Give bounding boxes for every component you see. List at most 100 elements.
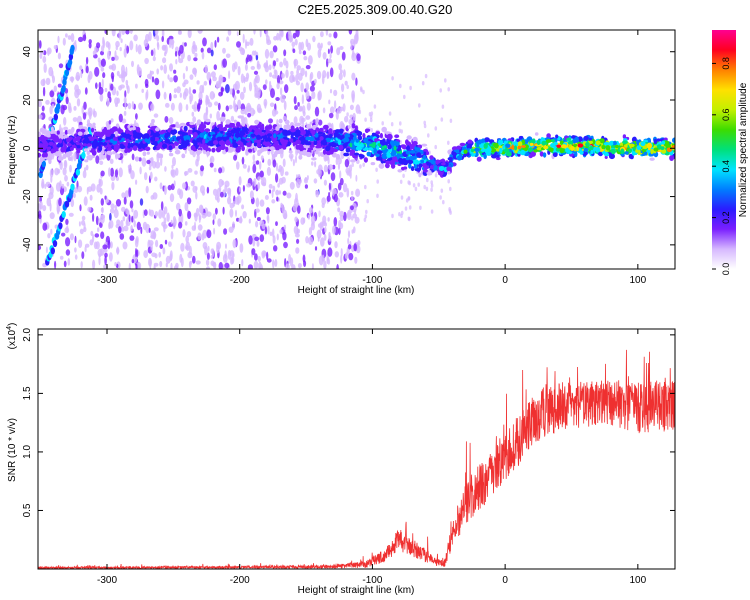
noise-cell: [133, 220, 136, 228]
ridge-cell: [476, 144, 480, 148]
ridge-cell: [317, 131, 323, 135]
ridge-cell: [521, 145, 526, 148]
noise-cell: [174, 50, 178, 57]
ridge-cell: [97, 137, 103, 142]
noise-cell: [74, 235, 77, 244]
noise-cell: [289, 74, 295, 83]
noise-cell: [49, 212, 55, 220]
noise-cell: [53, 45, 58, 50]
noise-cell: [182, 182, 187, 190]
noise-cell: [353, 226, 356, 234]
ridge-cell: [102, 128, 106, 133]
ridge-cell: [494, 142, 499, 149]
noise-cell: [63, 260, 67, 268]
ridge-cell: [288, 141, 292, 145]
ridge-cell: [267, 124, 273, 130]
ridge-cell: [298, 143, 304, 150]
noise-cell: [180, 257, 184, 268]
noise-cell: [228, 104, 233, 110]
noise-cell: [111, 30, 116, 37]
y-tick-label: 2.0: [22, 327, 33, 341]
noise-cell: [173, 75, 178, 83]
ridge-cell: [288, 138, 294, 142]
ridge-cell: [48, 141, 54, 146]
noise-cell: [271, 108, 277, 117]
ridge-cell: [190, 145, 195, 151]
ridge-cell: [378, 163, 385, 169]
ridge-cell: [275, 126, 280, 131]
noise-cell: [290, 70, 294, 76]
noise-cell: [38, 114, 43, 120]
noise-cell: [101, 45, 105, 52]
noise-cell: [45, 246, 48, 254]
noise-cell: [135, 247, 137, 258]
noise-cell: [282, 231, 287, 241]
ridge-cell: [358, 136, 362, 141]
noise-cell: [262, 84, 267, 90]
noise-cell: [210, 155, 215, 163]
noise-cell: [294, 233, 300, 238]
noise-cell: [114, 55, 119, 61]
noise-cell: [300, 41, 305, 51]
ridge-cell: [487, 147, 492, 153]
noise-cell: [187, 30, 192, 39]
noise-cell: [248, 235, 253, 245]
ridge-cell: [517, 145, 522, 150]
ridge-cell: [221, 140, 226, 146]
noise-cell: [53, 85, 57, 93]
noise-cell: [209, 162, 214, 168]
ridge-cell: [42, 144, 46, 148]
ridge-cell: [142, 151, 147, 157]
ridge-cell: [323, 124, 329, 130]
noise-cell: [45, 77, 51, 86]
noise-cell: [338, 220, 342, 229]
streak-cell: [56, 103, 61, 111]
noise-cell: [69, 76, 75, 82]
ridge-cell: [438, 166, 445, 171]
noise-cell: [426, 177, 429, 183]
colorbar-tick-label: 0.4: [721, 160, 731, 173]
noise-cell: [104, 255, 107, 266]
noise-cell: [312, 35, 316, 43]
noise-cell: [333, 31, 338, 39]
ridge-cell: [456, 145, 462, 150]
noise-cell: [225, 84, 230, 94]
ridge-cell: [646, 142, 653, 149]
ridge-cell: [88, 145, 92, 151]
noise-cell: [212, 262, 217, 267]
ridge-cell: [567, 151, 573, 155]
ridge-cell: [42, 128, 47, 135]
y-tick-label: 0.5: [22, 503, 33, 517]
noise-cell: [351, 90, 355, 100]
ridge-cell: [344, 137, 350, 143]
noise-cell: [129, 40, 134, 51]
noise-cell: [62, 37, 66, 46]
ridge-cell: [303, 144, 307, 148]
noise-cell: [259, 30, 262, 38]
noise-cell: [195, 191, 198, 200]
noise-cell: [185, 65, 188, 72]
noise-cell: [206, 71, 212, 81]
noise-cell: [169, 253, 173, 262]
colorbar-ticks: 0.0 0.2 0.4 0.6 0.8: [712, 57, 731, 275]
ridge-cell: [250, 133, 255, 138]
noise-cell: [317, 48, 322, 59]
noise-cell: [131, 215, 134, 223]
noise-cell: [155, 239, 159, 248]
noise-cell: [39, 40, 42, 49]
noise-cell: [269, 72, 273, 78]
ridge-cell: [206, 150, 211, 157]
noise-cell: [98, 153, 103, 161]
noise-cell: [341, 93, 345, 100]
noise-cell: [73, 106, 77, 111]
ridge-cell: [276, 150, 280, 155]
ridge-cell: [299, 129, 304, 135]
noise-cell: [294, 38, 298, 46]
noise-cell: [67, 258, 71, 266]
noise-cell: [257, 107, 263, 114]
ridge-cell: [398, 144, 402, 150]
noise-cell: [330, 172, 336, 182]
ridge-cell: [173, 141, 179, 146]
noise-cell: [184, 221, 188, 226]
ridge-cell: [116, 137, 122, 141]
